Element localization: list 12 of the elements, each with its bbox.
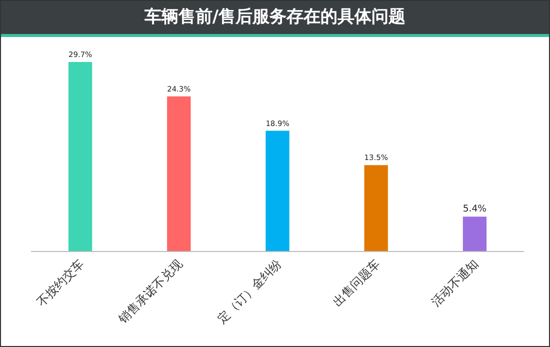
x-tick-label: 销售承诺不兑现 bbox=[115, 256, 186, 327]
bar bbox=[266, 130, 290, 251]
bar bbox=[364, 165, 388, 251]
bar bbox=[68, 62, 92, 251]
bar bbox=[167, 96, 191, 251]
bar bbox=[462, 216, 487, 251]
x-tick-label: 定（订）金纠纷 bbox=[214, 256, 284, 326]
x-tick-label: 活动不通知 bbox=[428, 256, 482, 310]
x-tick-label: 不按约交车 bbox=[34, 256, 87, 310]
data-label: 5.4% bbox=[462, 203, 487, 214]
x-tick-label: 出售问题车 bbox=[330, 256, 382, 310]
chart-title: 车辆售前/售后服务存在的具体问题 bbox=[1, 1, 549, 37]
